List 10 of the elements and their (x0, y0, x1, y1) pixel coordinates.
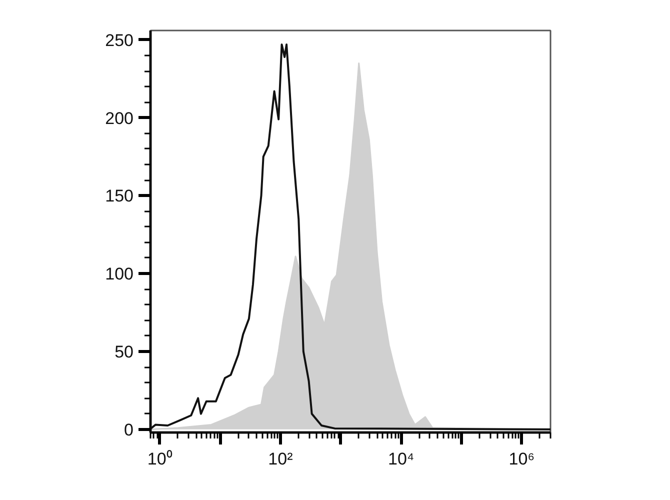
y-tick-label: 100 (105, 264, 134, 284)
x-tick-label: 10⁴ (388, 450, 414, 468)
y-tick-label: 50 (114, 342, 134, 362)
x-tick-label: 10⁰ (147, 450, 172, 468)
y-tick-label: 250 (105, 30, 134, 50)
y-tick-label: 150 (105, 186, 134, 206)
x-tick-label: 10⁶ (508, 450, 535, 468)
y-tick-label: 0 (124, 420, 134, 440)
x-tick-label: 10² (268, 450, 294, 468)
y-tick-label: 200 (105, 108, 134, 128)
